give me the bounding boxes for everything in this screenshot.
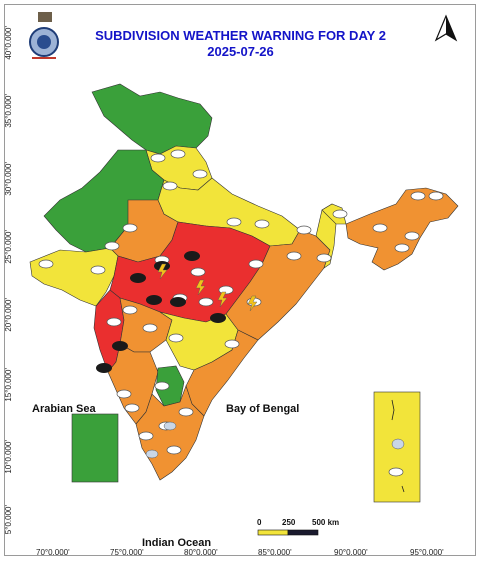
lon-tick: 95°0.000'	[410, 548, 444, 557]
north-arrow-icon	[434, 14, 458, 42]
region-jk	[91, 83, 213, 155]
lat-tick: 5°0.000'	[4, 505, 13, 535]
lat-tick: 25°0.000'	[4, 230, 13, 264]
lat-tick: 10°0.000'	[4, 440, 13, 474]
map-title: SUBDIVISION WEATHER WARNING FOR DAY 2	[95, 28, 386, 43]
lon-tick: 80°0.000'	[184, 548, 218, 557]
lon-tick: 75°0.000'	[110, 548, 144, 557]
lat-tick: 15°0.000'	[4, 368, 13, 402]
scale-bar	[257, 529, 319, 536]
squall-icons	[145, 421, 405, 459]
lat-tick: 30°0.000'	[4, 162, 13, 196]
lat-tick: 35°0.000'	[4, 94, 13, 128]
indian-ocean-label: Indian Ocean	[142, 537, 212, 549]
scale-label-250: 250	[282, 518, 296, 527]
scale-label-500: 500 km	[312, 518, 340, 527]
lon-tick: 85°0.000'	[258, 548, 292, 557]
bay-of-bengal-label: Bay of Bengal	[226, 403, 300, 415]
thunderstorm-icons	[157, 263, 258, 312]
map-date: 2025-07-26	[207, 44, 274, 59]
region-lakshadweep	[71, 413, 119, 483]
lon-tick: 90°0.000'	[334, 548, 368, 557]
imd-emblem-icon	[29, 12, 59, 59]
arabian-sea-label: Arabian Sea	[32, 403, 96, 415]
lat-tick: 40°0.000'	[4, 26, 13, 60]
scale-label-0: 0	[257, 518, 262, 527]
heavy-rain-icons	[96, 251, 226, 373]
lat-tick: 20°0.000'	[4, 298, 13, 332]
lon-tick: 70°0.000'	[36, 548, 70, 557]
region-northeast	[345, 187, 459, 271]
